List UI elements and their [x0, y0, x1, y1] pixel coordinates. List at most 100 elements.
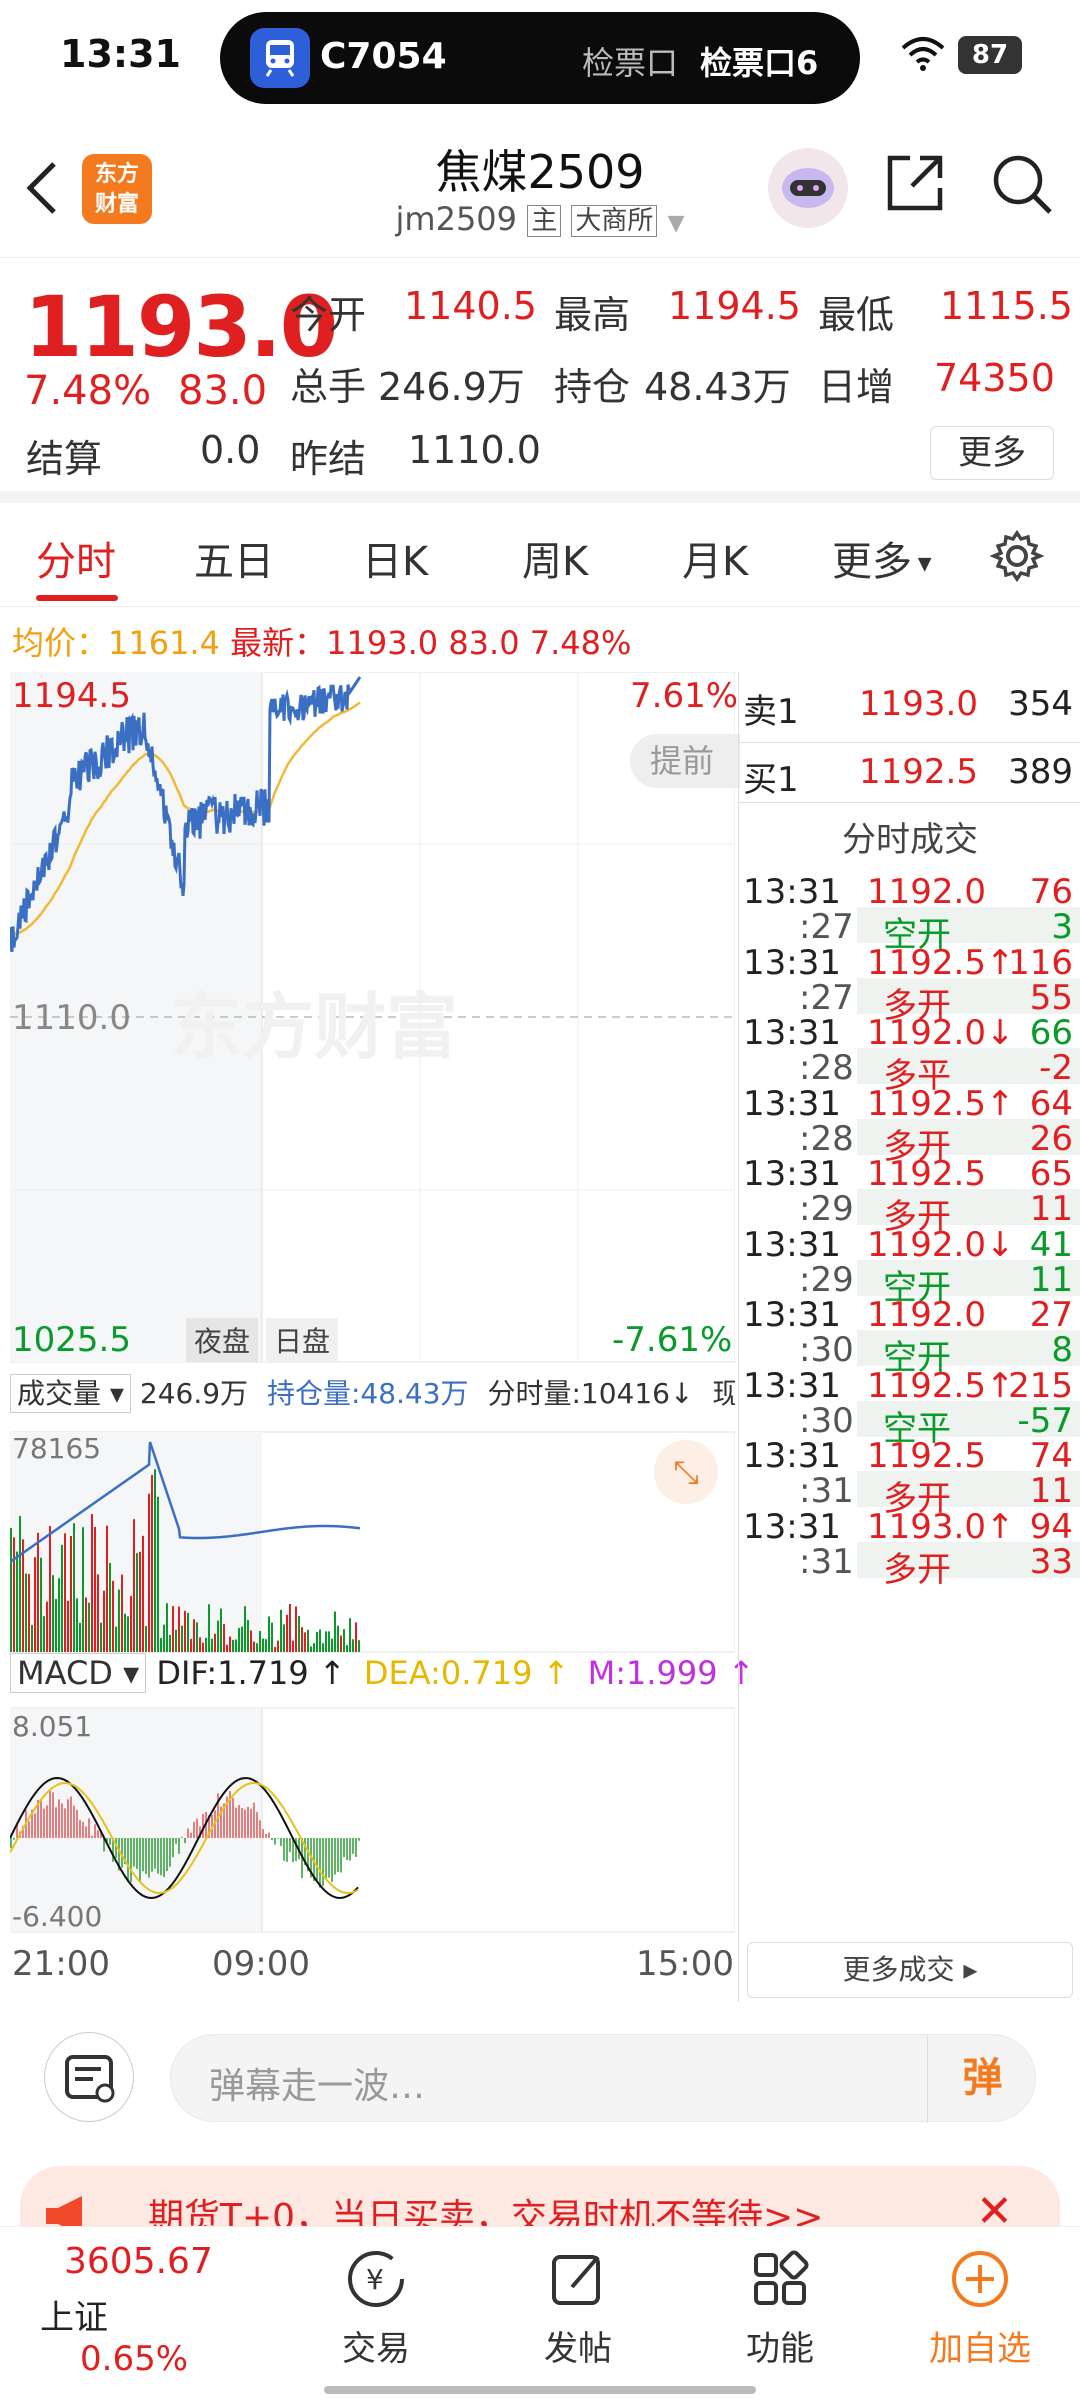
tab-more[interactable]: 更多 ▼ [832, 529, 932, 587]
trade-count: 11 [1029, 1189, 1073, 1229]
header: 东方 财富 焦煤2509 jm2509 主 大商所 ▼ [0, 118, 1080, 258]
trade-row: 13:31 1192.5↑ 116 [739, 943, 1080, 983]
macd-header: MACD ▾ DIF:1.719 ↑ DEA:0.719 ↑ M:1.999 ↑ [10, 1653, 755, 1706]
trade-type: 多平 [883, 1056, 951, 1096]
trade-price: 1192.0 [867, 1295, 986, 1335]
volume-max: 78165 [12, 1432, 102, 1465]
contract-code: jm2509 [395, 200, 518, 238]
trade-price: 1192.0 [867, 872, 986, 912]
nav-post[interactable]: 发帖 [508, 2247, 648, 2370]
trade-price: 1192.5 [867, 1154, 986, 1194]
trade-row: 13:31 1192.0 76 [739, 872, 1080, 912]
top-price: 1194.5 [12, 676, 131, 716]
tab-daily-k[interactable]: 日K [362, 539, 429, 585]
trade-detail-row: :28 多开 26 [739, 1118, 1080, 1167]
back-icon[interactable] [22, 158, 62, 218]
trade-time: 13:31 [743, 1224, 841, 1265]
dea-value: DEA:0.719 ↑ [363, 1654, 570, 1692]
settle-value: 0.0 [200, 428, 261, 472]
prev-settle-value: 1110.0 [408, 428, 541, 472]
trade-detail-row: :29 多开 11 [739, 1189, 1080, 1237]
tab-intraday[interactable]: 分时 [36, 539, 116, 585]
low-value: 1115.5 [940, 284, 1073, 328]
nav-trade[interactable]: ¥ 交易 [306, 2247, 446, 2370]
oi-readout: 持仓量:48.43万 [266, 1377, 469, 1410]
intraday-chart-svg: 东方财富 [8, 671, 736, 1933]
trade-count: -2 [1039, 1048, 1073, 1088]
trade-price: 1192.0↓ [867, 1224, 1015, 1265]
oi-increase-value: 74350 [934, 356, 1055, 400]
bid-row: 买1 1192.5 389 [739, 752, 1080, 804]
avg-value: 1161.4 [108, 624, 220, 662]
status-bar: 13:31 C7054 检票口 检票口6 87 [0, 0, 1080, 118]
trade-count: 33 [1029, 1541, 1073, 1582]
trades-title: 分时成交 [842, 820, 978, 860]
trade-time: 13:31 [743, 1154, 841, 1194]
volume-header: 成交量 ▾ 246.9万 持仓量:48.43万 分时量:10416↓ 现量:94 [10, 1372, 735, 1428]
trade-second: :27 [799, 977, 854, 1018]
danmu-send-button[interactable]: 弹 [927, 2035, 1037, 2123]
nav-add-watchlist[interactable]: 加自选 [910, 2247, 1050, 2370]
settings-gear-icon[interactable] [989, 529, 1045, 587]
trade-type: 空开 [883, 1338, 951, 1378]
macd-selector[interactable]: MACD ▾ [10, 1653, 147, 1693]
expand-icon[interactable]: ⤡ [654, 1440, 718, 1504]
danmu-settings-icon[interactable] [44, 2032, 134, 2122]
trade-row: 13:31 1192.0↓ 66 [739, 1013, 1080, 1053]
logo-text: 东方 财富 [94, 162, 139, 217]
index-ticker[interactable]: 3605.67 上证0.65% [40, 2241, 220, 2379]
low-label: 最低 [818, 293, 895, 337]
trade-volume: 64 [1029, 1083, 1073, 1124]
bottom-navigation: 3605.67 上证0.65% ¥ 交易 发帖 功能 加自选 [0, 2226, 1080, 2400]
trade-detail-row: :27 多开 55 [739, 977, 1080, 1026]
assistant-avatar-icon[interactable] [768, 148, 848, 228]
trade-time: 13:31 [743, 1365, 841, 1406]
index-value: 3605.67 [64, 2241, 213, 2282]
tab-five-day[interactable]: 五日 [194, 539, 274, 585]
train-code: C7054 [320, 36, 447, 77]
volume-total: 246.9万 [139, 1377, 249, 1410]
volume-selector[interactable]: 成交量 ▾ [10, 1374, 131, 1413]
intraday-chart-area[interactable]: 东方财富 1194.5 7.61% 提前 1110.0 1025.5 -7.61… [8, 671, 755, 1992]
order-book: 卖1 1193.0 354 买1 1192.5 389 分时成交 13:31 11… [738, 672, 1080, 2002]
trade-second: :30 [799, 1330, 854, 1370]
quote-panel: 1193.0 7.48% 83.0 今开 1140.5 最高 1194.5 最低… [0, 258, 1080, 503]
trade-count: 3 [1051, 907, 1073, 947]
trade-detail-row: :31 多开 11 [739, 1471, 1080, 1519]
more-quote-button[interactable]: 更多 [930, 426, 1054, 480]
trade-detail-row: :29 空开 11 [739, 1259, 1080, 1308]
top-percent: 7.61% [630, 676, 739, 716]
danmu-input[interactable]: 弹幕走一波… 弹 [170, 2034, 1037, 2123]
home-indicator[interactable] [324, 2386, 756, 2394]
trade-second: :29 [799, 1189, 854, 1229]
m-value: M:1.999 ↑ [587, 1654, 755, 1692]
ahead-button[interactable]: 提前 [630, 734, 740, 788]
avg-price-line: 均价：1161.4 最新：1193.0 83.0 7.48% [12, 618, 631, 664]
trade-count: 11 [1029, 1259, 1073, 1300]
trade-type: 多开 [883, 1479, 951, 1519]
ask-label: 卖1 [743, 692, 799, 732]
contract-subtitle[interactable]: jm2509 主 大商所 ▼ [0, 200, 1080, 238]
tab-weekly-k[interactable]: 周K [522, 539, 589, 585]
trade-count: 8 [1051, 1330, 1073, 1370]
more-trades-button[interactable]: 更多成交 ▸ [747, 1942, 1073, 1998]
trade-volume: 65 [1029, 1154, 1073, 1194]
chart-tabs: 分时 五日 日K 周K 月K 更多 ▼ [0, 503, 1080, 607]
trade-detail-row: :27 空开 3 [739, 907, 1080, 955]
trade-volume: 116 [1008, 942, 1073, 983]
search-icon[interactable] [990, 152, 1054, 220]
bid-label: 买1 [743, 760, 799, 800]
prev-settle-label: 昨结 [290, 437, 367, 481]
minute-volume: 分时量:10416↓ [487, 1377, 694, 1410]
page-title: 焦煤2509 [435, 145, 645, 199]
dropdown-icon: ▼ [667, 211, 685, 236]
main-tag: 主 [527, 205, 562, 237]
tab-monthly-k[interactable]: 月K [682, 539, 749, 585]
dynamic-island[interactable]: C7054 检票口 检票口6 [220, 12, 860, 104]
base-price: 1110.0 [12, 998, 131, 1038]
latest-change: 83.0 [448, 624, 520, 662]
nav-functions[interactable]: 功能 [710, 2247, 850, 2370]
latest-percent: 7.48% [529, 624, 632, 662]
dif-value: DIF:1.719 ↑ [156, 1654, 346, 1692]
share-icon[interactable] [884, 152, 946, 218]
